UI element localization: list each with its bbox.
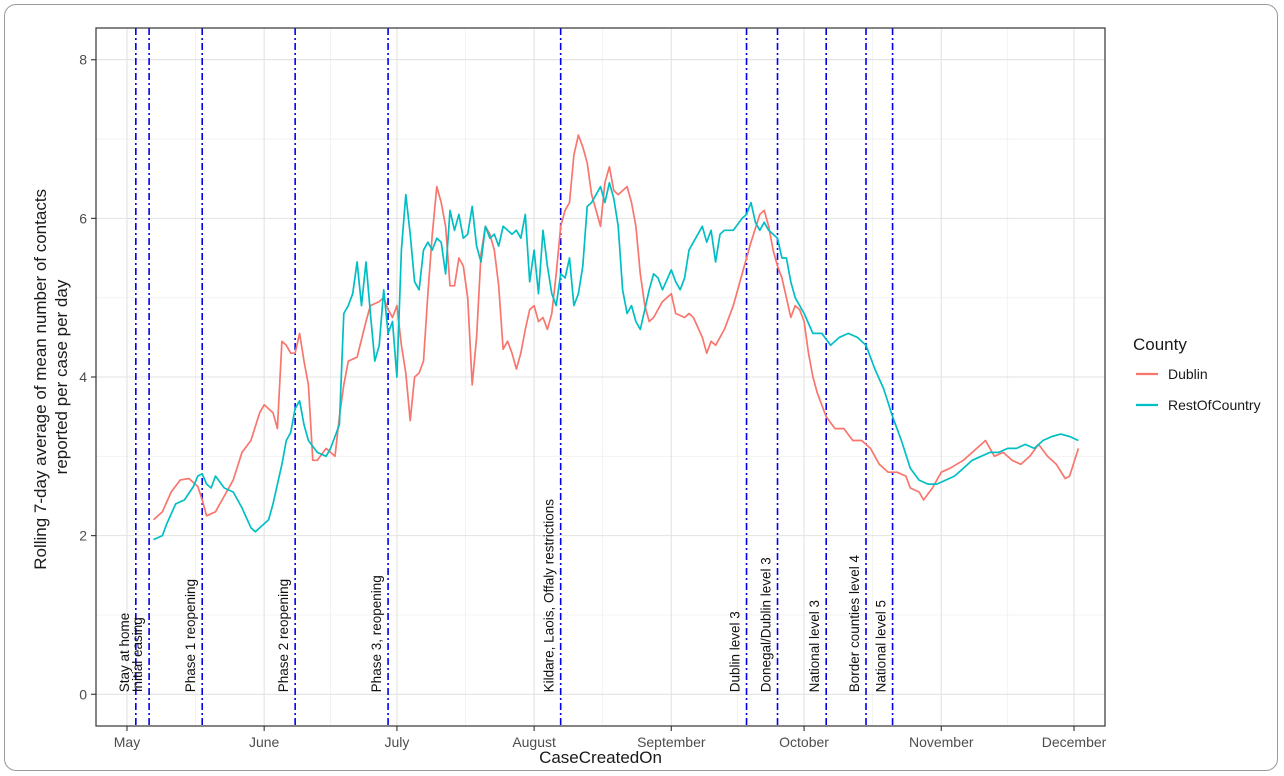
x-axis-title: CaseCreatedOn bbox=[539, 748, 662, 767]
x-tick-label: May bbox=[114, 734, 140, 750]
y-axis-title: Rolling 7-day average of mean number of … bbox=[31, 184, 71, 570]
y-tick-label: 4 bbox=[79, 369, 87, 385]
event-label: Dublin level 3 bbox=[727, 611, 742, 692]
x-tick-label: July bbox=[384, 734, 409, 750]
event-label: Kildare, Laois, Offaly restrictions bbox=[542, 499, 557, 693]
event-label: Border counties level 4 bbox=[847, 554, 862, 692]
legend-label-restofcountry: RestOfCountry bbox=[1168, 397, 1261, 413]
x-tick-label: June bbox=[249, 734, 280, 750]
event-label: National level 5 bbox=[874, 600, 889, 692]
y-tick-label: 8 bbox=[79, 52, 87, 68]
event-label: Initial easing bbox=[130, 617, 145, 692]
event-label: Phase 2 reopening bbox=[276, 579, 291, 692]
event-label: Phase 3, reopening bbox=[369, 575, 384, 692]
event-label: National level 3 bbox=[807, 600, 822, 692]
y-axis-title-line-1: Rolling 7-day average of mean number of … bbox=[31, 189, 50, 570]
event-label: Stay at home bbox=[117, 613, 132, 693]
legend: County Dublin RestOfCountry bbox=[1133, 335, 1261, 413]
y-tick-label: 2 bbox=[79, 528, 87, 544]
legend-title: County bbox=[1133, 335, 1187, 354]
x-axis: May June July August September October Novembe… bbox=[114, 726, 1107, 750]
x-tick-label: October bbox=[779, 734, 829, 750]
event-lines bbox=[135, 28, 894, 726]
event-label: Phase 1 reopening bbox=[183, 579, 198, 692]
series-line-restofcountry bbox=[153, 181, 1079, 541]
event-label: Donegal/Dublin level 3 bbox=[758, 557, 773, 692]
x-tick-label: November bbox=[909, 734, 974, 750]
x-tick-label: September bbox=[637, 734, 706, 750]
legend-label-dublin: Dublin bbox=[1168, 366, 1208, 382]
y-axis-title-line-2: reported per case per day bbox=[52, 279, 71, 474]
series-lines bbox=[152, 134, 1080, 541]
x-tick-label: August bbox=[512, 734, 556, 750]
y-tick-label: 6 bbox=[79, 210, 87, 226]
y-axis: 0 2 4 6 8 bbox=[79, 52, 96, 702]
x-tick-label: December bbox=[1042, 734, 1107, 750]
y-tick-label: 0 bbox=[79, 686, 87, 702]
series-line-dublin bbox=[152, 134, 1080, 521]
legend-items: Dublin RestOfCountry bbox=[1136, 366, 1261, 413]
